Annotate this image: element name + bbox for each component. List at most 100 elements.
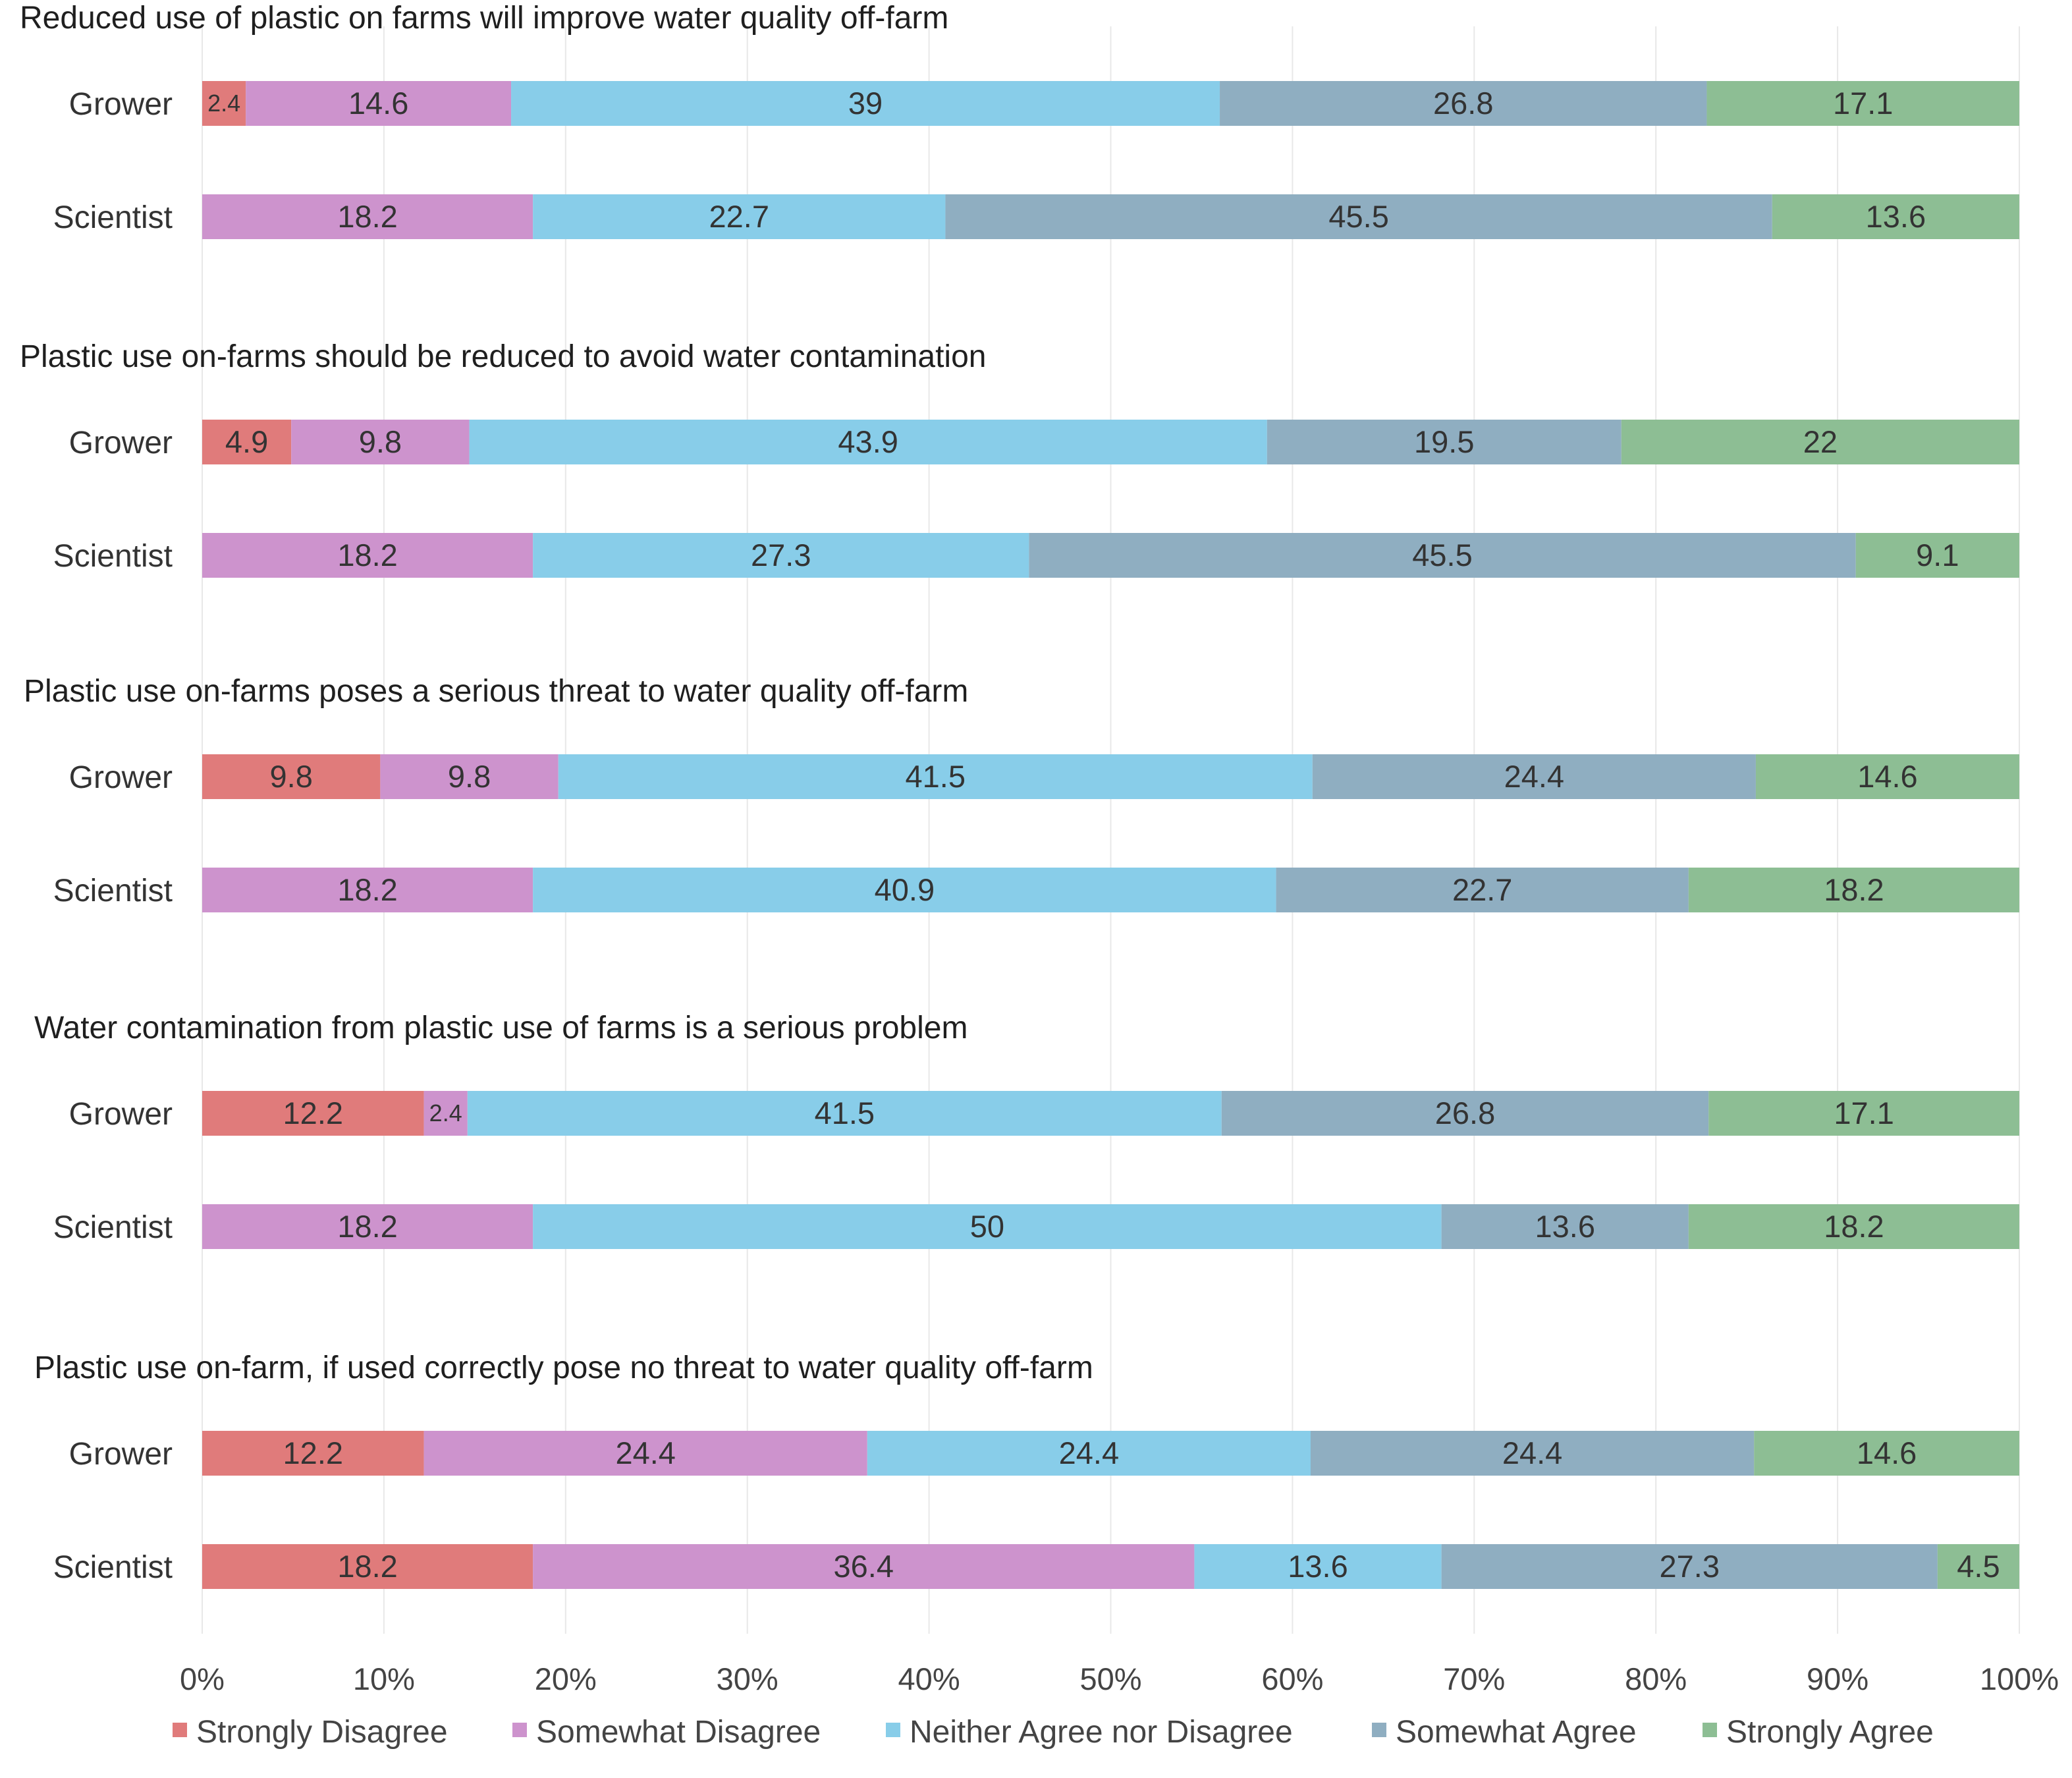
x-tick-label: 100% bbox=[1980, 1661, 2059, 1696]
bar-segment bbox=[1755, 754, 2019, 799]
group-label: Grower bbox=[69, 87, 173, 122]
legend-item: Strongly Disagree bbox=[173, 1715, 448, 1750]
bar-segment bbox=[533, 868, 1276, 912]
legend-swatch bbox=[512, 1723, 527, 1737]
chart-panel: Water contamination from plastic use of … bbox=[34, 1011, 2019, 1249]
data-label: 27.3 bbox=[1659, 1549, 1719, 1584]
data-label: 9.8 bbox=[270, 759, 313, 794]
group-label: Scientist bbox=[53, 1210, 173, 1245]
data-label: 2.4 bbox=[429, 1099, 462, 1126]
panel-title: Water contamination from plastic use of … bbox=[34, 1011, 968, 1045]
bar-segment bbox=[1441, 1544, 1938, 1589]
data-label: 19.5 bbox=[1414, 424, 1474, 459]
bar-row: Grower 9.8 9.8 41.5 24.4 14.6 bbox=[69, 754, 2019, 799]
legend-item: Somewhat Disagree bbox=[512, 1715, 821, 1750]
data-label: 45.5 bbox=[1328, 199, 1388, 234]
data-label: 26.8 bbox=[1433, 86, 1493, 121]
data-label: 18.2 bbox=[337, 872, 397, 907]
x-tick-label: 50% bbox=[1079, 1661, 1141, 1696]
x-tick-label: 40% bbox=[898, 1661, 960, 1696]
data-label: 36.4 bbox=[834, 1549, 894, 1584]
data-label: 43.9 bbox=[838, 424, 898, 459]
bar-row: Scientist 18.2 22.7 45.5 13.6 bbox=[53, 194, 2019, 239]
data-label: 9.1 bbox=[1916, 538, 1959, 572]
group-label: Scientist bbox=[53, 200, 173, 235]
bar-segment bbox=[867, 1431, 1311, 1476]
bar-segment bbox=[1221, 1091, 1709, 1136]
panel-title: Plastic use on-farms should be reduced t… bbox=[20, 339, 986, 374]
bar-segment bbox=[1621, 420, 2019, 464]
data-label: 18.2 bbox=[1824, 872, 1884, 907]
legend-swatch bbox=[886, 1723, 900, 1737]
bar-segment bbox=[1708, 1091, 2019, 1136]
bar-segment bbox=[1937, 1544, 2019, 1589]
x-tick-label: 0% bbox=[180, 1661, 225, 1696]
legend-item: Strongly Agree bbox=[1703, 1715, 1934, 1750]
bar-segment bbox=[246, 81, 512, 126]
bar-segment bbox=[945, 194, 1772, 239]
bar-segment bbox=[202, 1544, 533, 1589]
data-label: 12.2 bbox=[283, 1435, 343, 1470]
bar-segment bbox=[1194, 1544, 1442, 1589]
bar-segment bbox=[380, 754, 559, 799]
bar-segment bbox=[202, 1091, 424, 1136]
x-tick-label: 70% bbox=[1443, 1661, 1505, 1696]
bar-segment bbox=[1754, 1431, 2019, 1476]
bar-row: Grower 2.4 14.6 39 26.8 17.1 bbox=[69, 81, 2019, 126]
bar-segment bbox=[1855, 533, 2019, 578]
gridlines bbox=[202, 26, 2020, 1634]
bar-segment bbox=[202, 194, 533, 239]
bar-segment bbox=[202, 754, 381, 799]
bar-segment bbox=[511, 81, 1220, 126]
data-label: 24.4 bbox=[1059, 1435, 1119, 1470]
bar-row: Scientist 18.2 50 13.6 18.2 bbox=[53, 1204, 2019, 1249]
data-label: 50 bbox=[970, 1209, 1004, 1244]
bar-row: Scientist 18.2 27.3 45.5 9.1 bbox=[53, 533, 2019, 578]
bar-segment bbox=[423, 1091, 468, 1136]
data-label: 4.9 bbox=[225, 424, 268, 459]
chart-panel: Reduced use of plastic on farms will imp… bbox=[20, 1, 2019, 239]
x-tick-label: 30% bbox=[717, 1661, 778, 1696]
data-label: 9.8 bbox=[448, 759, 491, 794]
legend-label: Strongly Agree bbox=[1726, 1715, 1934, 1750]
data-label: 24.4 bbox=[1502, 1435, 1562, 1470]
bar-segment bbox=[467, 1091, 1222, 1136]
chart-panel: Plastic use on-farms should be reduced t… bbox=[20, 339, 2019, 578]
data-label: 4.5 bbox=[1957, 1549, 2000, 1584]
x-tick-label: 10% bbox=[353, 1661, 415, 1696]
data-label: 2.4 bbox=[207, 90, 240, 117]
bar-segment bbox=[1312, 754, 1756, 799]
data-label: 18.2 bbox=[337, 538, 397, 572]
data-label: 17.1 bbox=[1834, 1096, 1894, 1130]
panel-title: Plastic use on-farms poses a serious thr… bbox=[24, 674, 968, 709]
bar-segment bbox=[202, 868, 533, 912]
bar-segment bbox=[533, 533, 1029, 578]
data-label: 27.3 bbox=[751, 538, 811, 572]
data-label: 14.6 bbox=[348, 86, 408, 121]
bar-segment bbox=[1310, 1431, 1755, 1476]
bar-row: Scientist 18.2 40.9 22.7 18.2 bbox=[53, 868, 2019, 912]
x-tick-label: 80% bbox=[1625, 1661, 1687, 1696]
data-label: 41.5 bbox=[815, 1096, 875, 1130]
legend-swatch bbox=[173, 1723, 187, 1737]
bar-segment bbox=[1772, 194, 2019, 239]
x-axis: 0% 10% 20% 30% 40% 50% 60% 70% 80% 90% 100% bbox=[180, 1661, 2059, 1696]
data-label: 24.4 bbox=[1504, 759, 1564, 794]
legend-item: Neither Agree nor Disagree bbox=[886, 1715, 1293, 1750]
group-label: Scientist bbox=[53, 1550, 173, 1585]
bar-segment bbox=[533, 194, 946, 239]
data-label: 14.6 bbox=[1857, 759, 1917, 794]
bar-segment bbox=[1688, 868, 2019, 912]
data-label: 13.6 bbox=[1866, 199, 1926, 234]
data-label: 45.5 bbox=[1412, 538, 1472, 572]
bar-segment bbox=[1267, 420, 1622, 464]
data-label: 18.2 bbox=[1824, 1209, 1884, 1244]
data-label: 18.2 bbox=[337, 1549, 397, 1584]
bar-segment bbox=[1220, 81, 1707, 126]
bar-segment bbox=[533, 1204, 1442, 1249]
group-label: Grower bbox=[69, 1437, 173, 1472]
panel-title: Plastic use on-farm, if used correctly p… bbox=[34, 1350, 1093, 1385]
data-label: 17.1 bbox=[1833, 86, 1893, 121]
data-label: 14.6 bbox=[1857, 1435, 1917, 1470]
data-label: 13.6 bbox=[1288, 1549, 1348, 1584]
